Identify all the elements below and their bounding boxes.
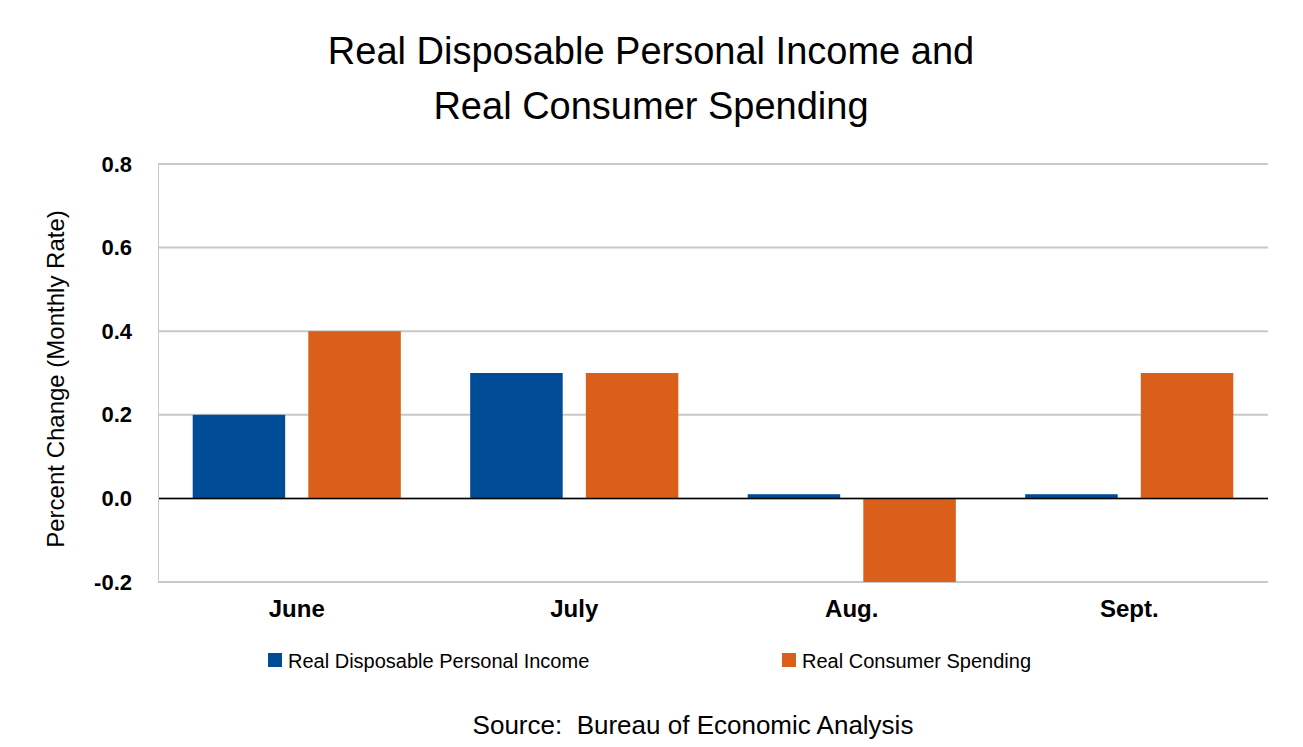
zero-line xyxy=(158,498,1268,500)
bars xyxy=(193,331,1234,582)
legend-item: Real Consumer Spending xyxy=(782,650,1031,672)
x-tick: Aug. xyxy=(825,582,878,622)
legend: Real Disposable Personal Income Real Cons… xyxy=(268,650,1031,672)
x-tick-label: Aug. xyxy=(825,595,878,622)
grid-line xyxy=(158,497,1268,499)
grid-line xyxy=(158,247,1268,249)
grid-line xyxy=(158,163,1268,165)
bar xyxy=(470,373,563,498)
x-axis: June July Aug. Sept. xyxy=(159,582,1269,622)
y-tick-label: 0.4 xyxy=(101,319,132,344)
bar xyxy=(193,415,286,499)
chart: Real Disposable Personal Income and Real … xyxy=(0,0,1303,747)
y-tick-label: -0.2 xyxy=(94,570,132,595)
title: Real Disposable Personal Income and xyxy=(328,30,974,72)
legend-label: Real Consumer Spending xyxy=(802,650,1031,672)
legend-swatch xyxy=(782,653,796,667)
y-tick: 0.2 xyxy=(101,402,158,427)
y-axis-title: Percent Change (Monthly Rate) xyxy=(42,210,69,548)
x-axis-line xyxy=(159,582,1269,583)
y-tick: -0.2 xyxy=(94,570,158,595)
legend-item: Real Disposable Personal Income xyxy=(268,650,589,672)
y-tick-label: 0.8 xyxy=(101,152,132,177)
y-tick: 0.8 xyxy=(101,152,158,177)
source: Source: Bureau of Economic Analysis xyxy=(473,710,914,740)
x-tick: June xyxy=(269,582,325,622)
x-tick: Sept. xyxy=(1100,582,1159,622)
title: Real Consumer Spending xyxy=(433,85,868,127)
legend-swatch xyxy=(268,653,282,667)
y-tick-label: 0.6 xyxy=(101,235,132,260)
x-tick-label: June xyxy=(269,595,325,622)
y-axis-line xyxy=(158,165,159,583)
grid xyxy=(158,164,1268,582)
y-axis: -0.2 0.0 0.2 0.4 0.6 0.8 xyxy=(94,152,158,595)
grid-line xyxy=(158,581,1268,583)
x-tick-label: Sept. xyxy=(1100,595,1159,622)
legend-label: Real Disposable Personal Income xyxy=(288,650,589,672)
bar xyxy=(863,498,956,582)
y-tick-label: 0.2 xyxy=(101,402,132,427)
y-tick: 0.4 xyxy=(101,319,158,344)
x-tick: July xyxy=(550,582,599,622)
y-tick-label: 0.0 xyxy=(101,486,132,511)
bar xyxy=(308,331,401,498)
bar xyxy=(586,373,679,498)
bar xyxy=(1141,373,1234,498)
y-tick: 0.0 xyxy=(101,486,158,511)
x-tick-label: July xyxy=(550,595,599,622)
y-tick: 0.6 xyxy=(101,235,158,260)
